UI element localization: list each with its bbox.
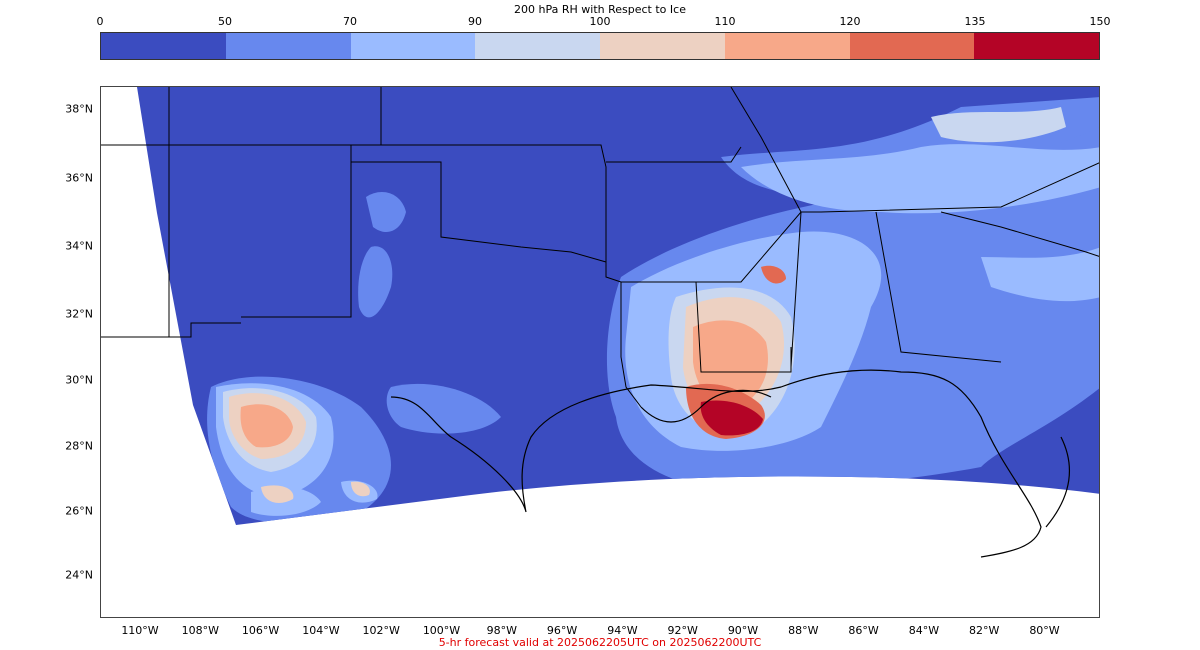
longitude-label: 90°W bbox=[727, 624, 759, 637]
latitude-label: 28°N bbox=[65, 439, 93, 453]
state-borders bbox=[101, 87, 1099, 408]
colorbar-tick-label: 135 bbox=[964, 15, 986, 28]
longitude-label: 104°W bbox=[302, 624, 340, 637]
longitude-label: 82°W bbox=[969, 624, 1000, 637]
forecast-caption: 5-hr forecast valid at 2025062205UTC on … bbox=[438, 636, 762, 649]
rh-band-135-150 bbox=[700, 400, 763, 436]
colorbar-segment bbox=[101, 33, 226, 59]
colorbar-tick-label: 90 bbox=[468, 15, 482, 28]
colorbar-segment bbox=[849, 33, 975, 59]
colorbar-segment bbox=[974, 33, 1099, 59]
colorbar-tick-label: 120 bbox=[839, 15, 861, 28]
rh-band-100-110 bbox=[351, 481, 370, 497]
rh-band-50-70 bbox=[358, 246, 393, 318]
longitude-label: 102°W bbox=[362, 624, 400, 637]
longitude-label: 94°W bbox=[607, 624, 638, 637]
colorbar bbox=[100, 32, 1100, 60]
longitude-label: 88°W bbox=[788, 624, 819, 637]
coastline bbox=[390, 369, 1071, 558]
rh-band-90-100 bbox=[931, 107, 1066, 143]
latitude-label: 24°N bbox=[65, 568, 93, 582]
longitude-label: 98°W bbox=[486, 624, 517, 637]
rh-map bbox=[101, 87, 1099, 558]
rh-band-70-90 bbox=[741, 144, 1099, 214]
colorbar-title: 200 hPa RH with Respect to Ice bbox=[514, 3, 686, 16]
colorbar-tick-label: 50 bbox=[218, 15, 232, 28]
rh-band-110-120 bbox=[240, 404, 293, 448]
longitude-label: 108°W bbox=[181, 624, 219, 637]
latitude-label: 30°N bbox=[65, 373, 93, 387]
latitude-label: 32°N bbox=[65, 307, 93, 321]
colorbar-tick-label: 100 bbox=[589, 15, 611, 28]
longitude-label: 100°W bbox=[422, 624, 461, 637]
colorbar-segment bbox=[225, 33, 351, 59]
latitude-label: 34°N bbox=[65, 239, 93, 253]
longitude-label: 96°W bbox=[546, 624, 578, 637]
colorbar-segment bbox=[600, 33, 725, 59]
latitude-label: 38°N bbox=[65, 102, 93, 116]
colorbar-segment bbox=[724, 33, 850, 59]
latitude-label: 36°N bbox=[65, 171, 93, 185]
colorbar-tick-label: 70 bbox=[343, 15, 357, 28]
rh-band-120-135 bbox=[761, 265, 786, 284]
longitude-label: 92°W bbox=[667, 624, 698, 637]
longitude-label: 106°W bbox=[241, 624, 280, 637]
rh-band-50-70 bbox=[366, 192, 406, 232]
longitude-label: 80°W bbox=[1029, 624, 1060, 637]
longitude-label: 86°W bbox=[848, 624, 879, 637]
colorbar-segment bbox=[350, 33, 476, 59]
longitude-label: 110°W bbox=[121, 624, 159, 637]
colorbar-tick-label: 150 bbox=[1089, 15, 1111, 28]
colorbar-ticks: 0 50 70 90 100 110 120 135 150 bbox=[96, 15, 1111, 29]
colorbar-segment bbox=[475, 33, 600, 59]
rh-band-70-90 bbox=[981, 247, 1099, 302]
rh-band-100-110 bbox=[261, 485, 294, 503]
colorbar-tick-label: 110 bbox=[714, 15, 736, 28]
colorbar-tick-label: 0 bbox=[96, 15, 104, 28]
rh-band-50-70 bbox=[386, 383, 501, 434]
map-panel bbox=[100, 86, 1100, 618]
latitude-label: 26°N bbox=[65, 504, 93, 518]
longitude-label: 84°W bbox=[908, 624, 940, 637]
